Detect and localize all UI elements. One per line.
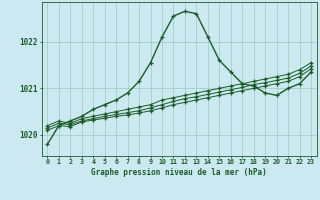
X-axis label: Graphe pression niveau de la mer (hPa): Graphe pression niveau de la mer (hPa) [91, 168, 267, 177]
